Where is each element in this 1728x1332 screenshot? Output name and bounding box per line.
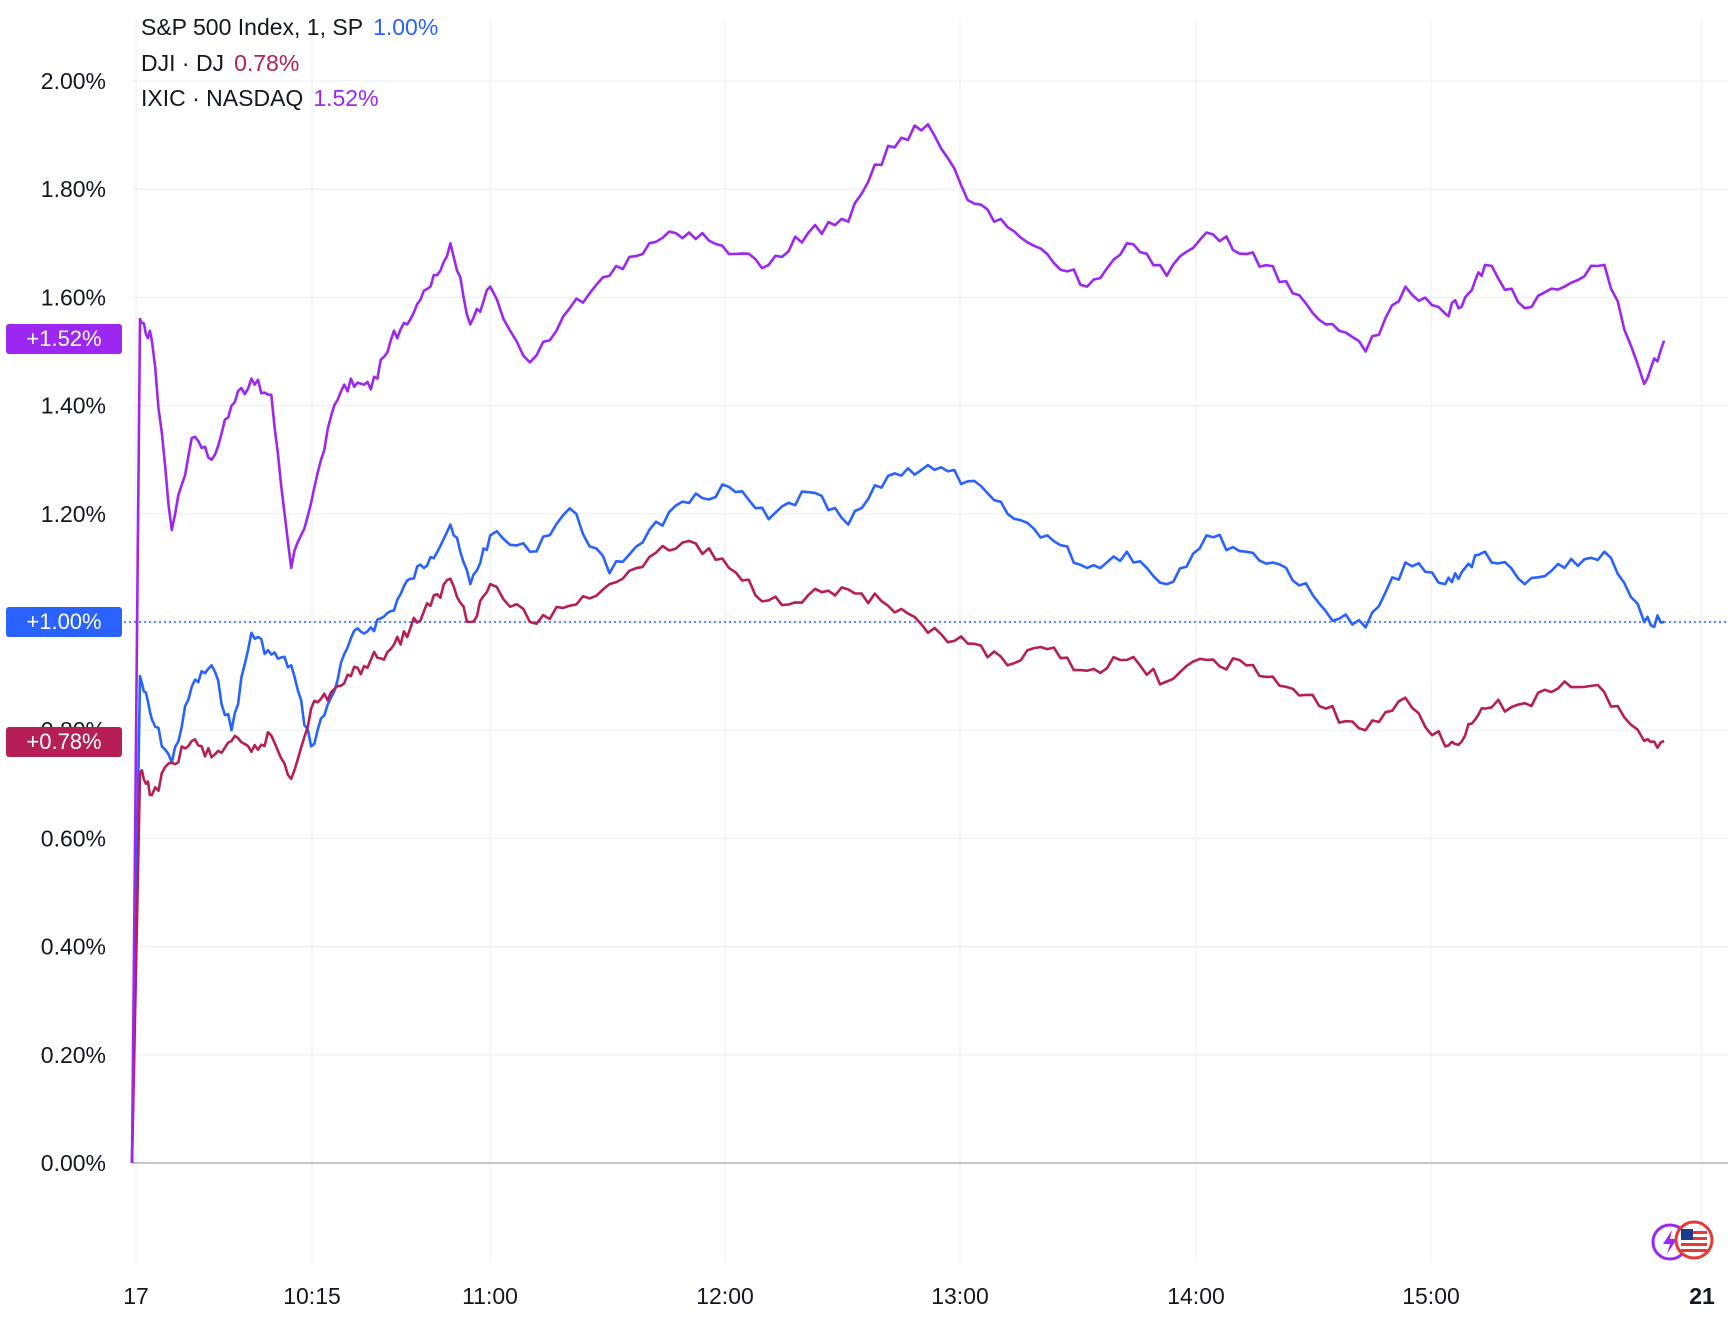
price-badge-sp: +1.00% — [6, 607, 122, 637]
us-flag-icon — [1674, 1220, 1714, 1260]
y-tick-label: 2.00% — [41, 68, 106, 94]
series-line-ixic[interactable] — [130, 123, 1666, 1164]
legend-value-dji: 0.78% — [234, 50, 300, 76]
legend-item-sp[interactable]: S&P 500 Index, 1, SP 1.00% — [141, 14, 438, 41]
series-line-dji[interactable] — [130, 539, 1665, 1164]
x-tick-label: 14:00 — [1167, 1283, 1225, 1309]
legend-item-dji[interactable]: DJI · DJ 0.78% — [141, 50, 299, 77]
x-tick-label: 17 — [123, 1283, 149, 1309]
x-tick-label: 10:15 — [283, 1283, 341, 1309]
y-tick-label: 1.60% — [41, 284, 106, 310]
y-tick-label: 1.80% — [41, 176, 106, 202]
axis-labels: 0.00%0.20%0.40%0.60%0.80%1.00%1.20%1.40%… — [41, 68, 1715, 1309]
y-tick-label: 0.60% — [41, 825, 106, 851]
legend-label-sp: S&P 500 Index, 1, SP — [141, 14, 364, 40]
market-status-logo[interactable] — [1650, 1220, 1720, 1264]
y-tick-label: 0.20% — [41, 1042, 106, 1068]
legend-label-ixic: IXIC · NASDAQ — [141, 85, 304, 111]
legend-item-ixic[interactable]: IXIC · NASDAQ 1.52% — [141, 85, 379, 112]
price-badge-dji: +0.78% — [6, 727, 122, 757]
x-tick-label: 21 — [1689, 1283, 1715, 1309]
legend-value-sp: 1.00% — [373, 14, 439, 40]
legend-label-dji: DJI · DJ — [141, 50, 225, 76]
grid-lines — [124, 20, 1728, 1263]
series-lines — [130, 123, 1666, 1164]
price-badge-ixic: +1.52% — [6, 324, 122, 354]
y-tick-label: 1.40% — [41, 393, 106, 419]
y-tick-label: 0.40% — [41, 934, 106, 960]
y-tick-label: 1.20% — [41, 501, 106, 527]
x-tick-label: 12:00 — [696, 1283, 754, 1309]
series-line-sp[interactable] — [130, 463, 1665, 1164]
y-tick-label: 0.00% — [41, 1150, 106, 1176]
x-tick-label: 11:00 — [462, 1283, 518, 1309]
legend-value-ixic: 1.52% — [313, 85, 379, 111]
x-tick-label: 15:00 — [1402, 1283, 1460, 1309]
x-tick-label: 13:00 — [931, 1283, 989, 1309]
